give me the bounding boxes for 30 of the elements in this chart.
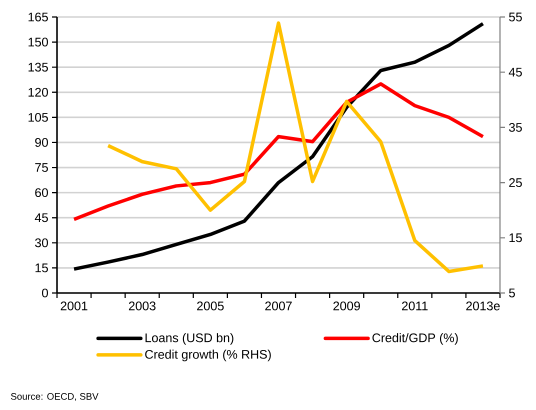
x-tick-label: 2013e [466, 302, 500, 310]
y-tick-label: 105 [28, 112, 48, 122]
y-tick-label: 120 [28, 88, 48, 97]
line-series [72, 82, 485, 222]
y-tick-label: 150 [28, 38, 48, 47]
y2-tick-label: 45 [508, 68, 522, 77]
y-tick-label: 135 [28, 62, 48, 72]
y-tick-label: 30 [35, 238, 48, 248]
x-tick-label: 2009 [333, 302, 360, 310]
legend-label: Credit/GDP (%) [372, 333, 458, 345]
y-tick-label: 15 [36, 264, 48, 272]
x-tick-label: 2011 [402, 302, 428, 310]
y2-tick-label: 35 [508, 122, 522, 132]
legend-label: Loans (USD bn) [146, 333, 234, 345]
y-tick-label: 90 [35, 138, 48, 147]
x-tick-label: 2007 [265, 302, 292, 310]
y-tick-label: 0 [42, 288, 48, 298]
x-tick-label: 2003 [128, 302, 156, 310]
y-tick-label: 45 [34, 213, 48, 222]
y-tick-label: 60 [35, 188, 48, 198]
y2-tick-label: 15 [509, 233, 522, 242]
legend-label: Credit growth (% RHS) [145, 350, 271, 362]
y2-tick-label: 25 [509, 178, 522, 188]
y-tick-label: 75 [35, 163, 48, 172]
source-note: Source: OECD, SBV [10, 393, 98, 401]
y2-tick-label: 5 [509, 288, 515, 298]
y2-tick-label: 55 [509, 12, 522, 22]
x-tick-label: 2005 [197, 302, 224, 310]
y-tick-label: 165 [28, 12, 48, 22]
x-tick-label: 2001 [60, 302, 88, 310]
